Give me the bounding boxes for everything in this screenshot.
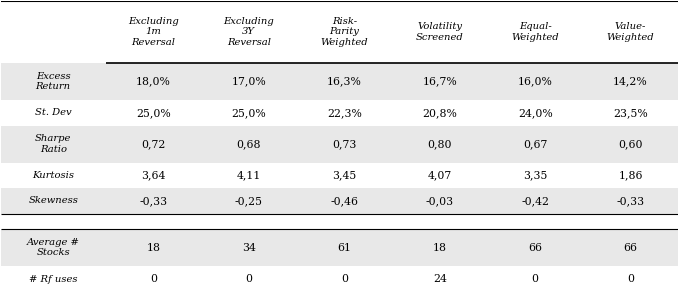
Text: 16,0%: 16,0% (517, 77, 553, 87)
Text: 66: 66 (623, 243, 638, 253)
Text: 34: 34 (242, 243, 256, 253)
Text: Value-
Weighted: Value- Weighted (607, 22, 655, 42)
Text: Risk-
Parity
Weighted: Risk- Parity Weighted (320, 17, 368, 47)
Text: 24,0%: 24,0% (518, 108, 553, 118)
Text: 16,7%: 16,7% (422, 77, 457, 87)
Text: 0: 0 (341, 274, 348, 284)
Text: 0,80: 0,80 (428, 139, 452, 149)
Text: -0,33: -0,33 (617, 196, 644, 206)
Text: Sharpe
Ratio: Sharpe Ratio (35, 134, 71, 154)
Text: 1,86: 1,86 (619, 170, 643, 180)
Text: 3,64: 3,64 (141, 170, 166, 180)
Text: 20,8%: 20,8% (422, 108, 457, 118)
Text: 0,72: 0,72 (141, 139, 166, 149)
Text: 25,0%: 25,0% (136, 108, 171, 118)
Text: 18: 18 (147, 243, 160, 253)
Text: -0,46: -0,46 (330, 196, 359, 206)
Text: 24: 24 (433, 274, 447, 284)
Bar (1, 126, 678, 163)
Text: Equal-
Weighted: Equal- Weighted (511, 22, 559, 42)
Text: 0: 0 (150, 274, 157, 284)
Text: 0,68: 0,68 (236, 139, 261, 149)
Text: 16,3%: 16,3% (327, 77, 362, 87)
Text: 0,73: 0,73 (332, 139, 356, 149)
Text: 14,2%: 14,2% (613, 77, 648, 87)
Text: # Rf uses: # Rf uses (29, 274, 77, 283)
Text: 4,07: 4,07 (428, 170, 452, 180)
Bar (1, 229, 678, 266)
Text: 17,0%: 17,0% (232, 77, 266, 87)
Text: 25,0%: 25,0% (232, 108, 266, 118)
Text: Excluding
3Y
Reversal: Excluding 3Y Reversal (223, 17, 274, 47)
Text: Kurtosis: Kurtosis (32, 171, 74, 180)
Text: 0,60: 0,60 (619, 139, 643, 149)
Text: 66: 66 (528, 243, 542, 253)
Text: 0: 0 (532, 274, 538, 284)
Text: 18,0%: 18,0% (136, 77, 171, 87)
Text: 22,3%: 22,3% (327, 108, 362, 118)
Bar (1, 266, 678, 291)
Text: Excess
Return: Excess Return (35, 72, 71, 91)
Bar (1, 1, 678, 63)
Text: 4,11: 4,11 (237, 170, 261, 180)
Bar (1, 100, 678, 126)
Text: -0,33: -0,33 (139, 196, 168, 206)
Text: 0: 0 (627, 274, 634, 284)
Text: St. Dev: St. Dev (35, 108, 71, 117)
Text: -0,25: -0,25 (235, 196, 263, 206)
Text: -0,03: -0,03 (426, 196, 454, 206)
Bar (1, 163, 678, 188)
Text: Excluding
1m
Reversal: Excluding 1m Reversal (128, 17, 179, 47)
Text: Skewness: Skewness (29, 196, 78, 205)
Text: 3,45: 3,45 (332, 170, 356, 180)
Text: 61: 61 (337, 243, 351, 253)
Text: Average #
Stocks: Average # Stocks (26, 238, 79, 258)
Text: 23,5%: 23,5% (613, 108, 648, 118)
Text: 3,35: 3,35 (523, 170, 547, 180)
Bar (1, 188, 678, 214)
Text: 18: 18 (433, 243, 447, 253)
Text: Volatility
Screened: Volatility Screened (416, 22, 464, 42)
Text: 0,67: 0,67 (523, 139, 547, 149)
Text: 0: 0 (245, 274, 253, 284)
Text: -0,42: -0,42 (521, 196, 549, 206)
Bar (1, 214, 678, 229)
Bar (1, 63, 678, 100)
